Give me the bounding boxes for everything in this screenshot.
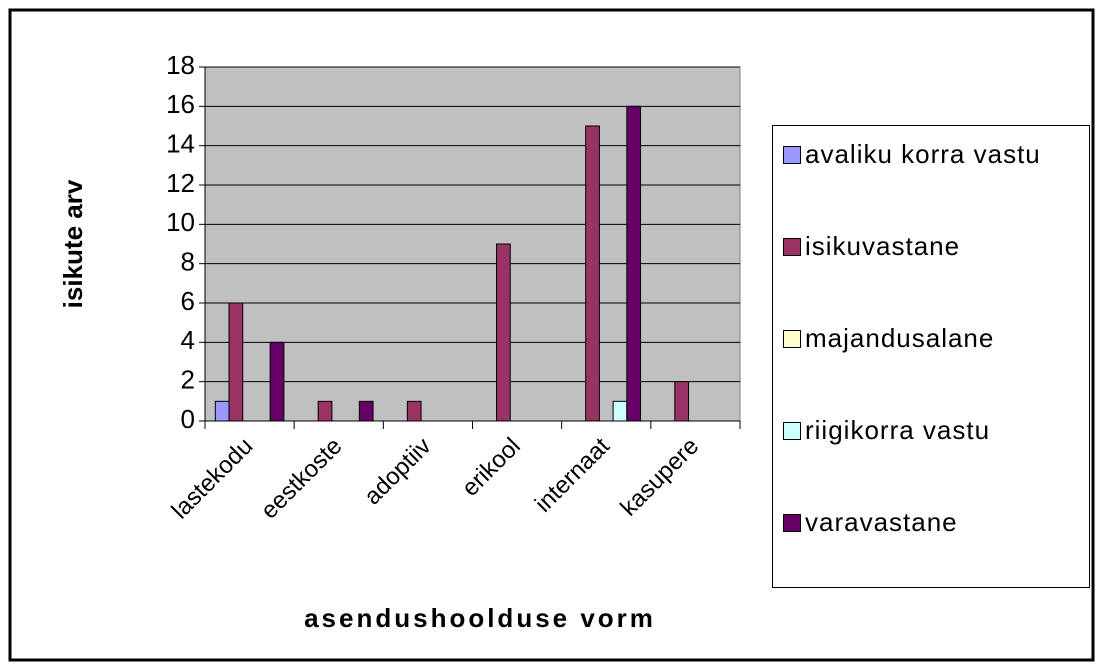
plot-area [204, 66, 741, 422]
legend-swatch [783, 422, 801, 440]
y-tick-label: 2 [181, 365, 195, 395]
bar [406, 400, 422, 422]
x-axis-title: asendushoolduse vorm [304, 603, 656, 633]
y-axis-title: isikute arv [58, 179, 88, 308]
legend-item: majandusalane [783, 322, 1083, 414]
bar [358, 400, 374, 422]
bar [317, 400, 333, 422]
legend-item: riigikorra vastu [783, 414, 1083, 506]
bar [496, 243, 511, 422]
y-tick-label: 18 [166, 50, 195, 80]
legend-swatch [783, 514, 801, 532]
y-tick-label: 10 [166, 207, 195, 237]
bar [585, 125, 600, 422]
legend-label: avaliku korra vastu [805, 139, 1041, 169]
bar [214, 400, 230, 422]
legend-item: avaliku korra vastu [783, 138, 1083, 230]
bar [228, 302, 244, 422]
legend-swatch [783, 238, 801, 256]
y-tick-label: 0 [181, 404, 195, 434]
legend-swatch [783, 146, 801, 164]
legend: avaliku korra vastu isikuvastane majandusa… [772, 125, 1090, 588]
bar [612, 400, 628, 422]
y-tick-label: 12 [166, 168, 195, 198]
y-tick-label: 6 [181, 286, 195, 316]
bar [626, 105, 642, 422]
y-tick-label: 4 [181, 325, 195, 355]
legend-label: riigikorra vastu [805, 415, 991, 445]
bar [269, 341, 285, 422]
y-tick-label: 8 [181, 247, 195, 277]
legend-item: isikuvastane [783, 230, 1083, 322]
legend-label: majandusalane [805, 323, 995, 353]
legend-label: isikuvastane [805, 231, 961, 261]
y-tick-label: 16 [166, 89, 195, 119]
y-tick-label: 14 [166, 129, 195, 159]
legend-label: varavastane [805, 507, 958, 537]
legend-item: varavastane [783, 506, 1083, 598]
legend-swatch [783, 330, 801, 348]
bar [674, 381, 690, 422]
